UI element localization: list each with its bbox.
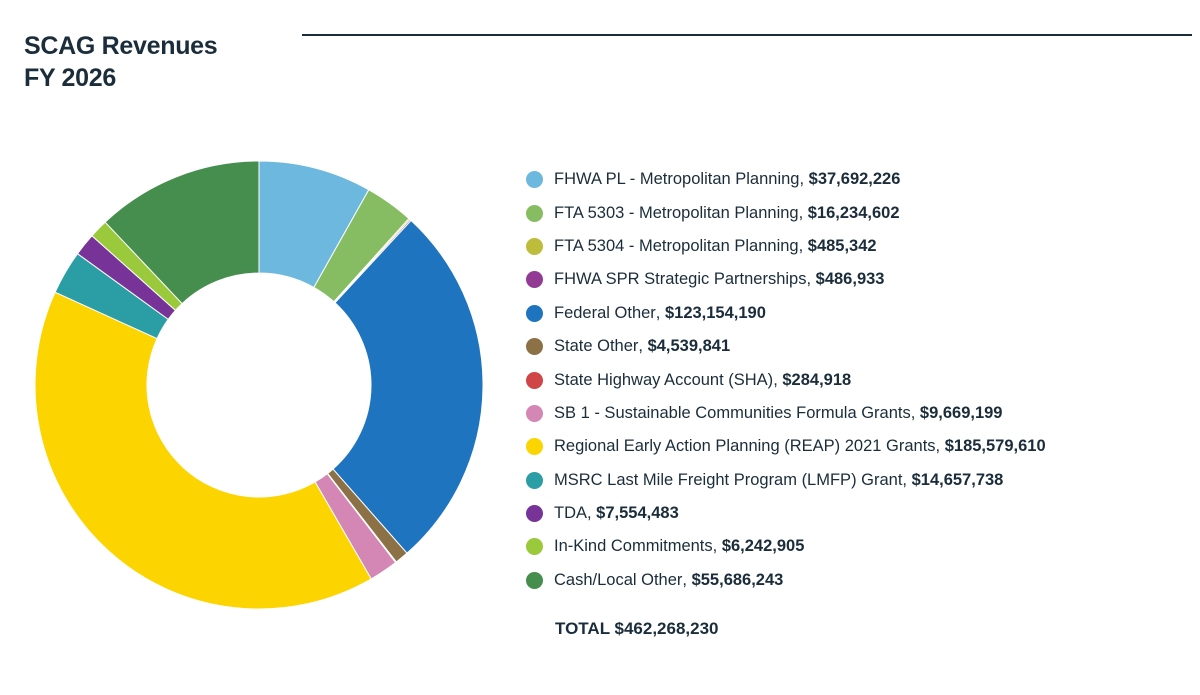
- legend-swatch: [526, 271, 543, 289]
- legend-label: FTA 5304 - Metropolitan Planning: [554, 236, 799, 255]
- legend-value: $14,657,738: [911, 470, 1004, 489]
- chart-title: SCAG Revenues FY 2026: [24, 30, 218, 94]
- legend-item: FTA 5303 - Metropolitan Planning, $16,23…: [526, 196, 1046, 229]
- legend-swatch: [526, 438, 543, 456]
- legend-label: FHWA SPR Strategic Partnerships: [554, 270, 807, 289]
- legend-swatch: [526, 237, 543, 255]
- legend-separator: ,: [798, 236, 808, 255]
- legend-swatch: [526, 371, 543, 389]
- legend-label: SB 1 - Sustainable Communities Formula G…: [554, 403, 911, 422]
- legend-value: $37,692,226: [808, 170, 901, 189]
- legend-value: $55,686,243: [691, 570, 784, 589]
- donut-slice-4: [332, 219, 484, 554]
- legend-value: $185,579,610: [944, 437, 1046, 456]
- legend-item: State Highway Account (SHA), $284,918: [526, 363, 1046, 396]
- legend-separator: ,: [638, 337, 648, 356]
- legend-value: $486,933: [815, 270, 885, 289]
- legend-item: MSRC Last Mile Freight Program (LMFP) Gr…: [526, 464, 1046, 497]
- legend-value: $16,234,602: [807, 203, 900, 222]
- legend-item: Federal Other, $123,154,190: [526, 297, 1046, 330]
- donut-chart: [34, 160, 484, 610]
- legend-item: FHWA PL - Metropolitan Planning, $37,692…: [526, 163, 1046, 196]
- legend-item: Regional Early Action Planning (REAP) 20…: [526, 430, 1046, 463]
- legend-swatch: [526, 538, 543, 556]
- legend-value: $284,918: [782, 370, 852, 389]
- legend-item: State Other, $4,539,841: [526, 330, 1046, 363]
- legend-separator: ,: [799, 170, 809, 189]
- legend-separator: ,: [798, 203, 808, 222]
- legend-item: FHWA SPR Strategic Partnerships, $486,93…: [526, 263, 1046, 296]
- legend-swatch: [526, 304, 543, 322]
- legend-separator: ,: [935, 437, 945, 456]
- legend-item: Cash/Local Other, $55,686,243: [526, 564, 1046, 597]
- legend-separator: ,: [682, 570, 692, 589]
- total-label: TOTAL $462,268,230: [555, 619, 719, 638]
- legend-separator: ,: [773, 370, 783, 389]
- legend-swatch: [526, 505, 543, 523]
- legend-separator: ,: [806, 270, 816, 289]
- legend-separator: ,: [902, 470, 912, 489]
- legend-label: FTA 5303 - Metropolitan Planning: [554, 203, 799, 222]
- legend-value: $7,554,483: [596, 504, 679, 523]
- legend-swatch: [526, 571, 543, 589]
- legend-item: TDA, $7,554,483: [526, 497, 1046, 530]
- legend-item: FTA 5304 - Metropolitan Planning, $485,3…: [526, 230, 1046, 263]
- legend-label: MSRC Last Mile Freight Program (LMFP) Gr…: [554, 470, 903, 489]
- chart-title-line-1: SCAG Revenues: [24, 32, 218, 60]
- legend-value: $6,242,905: [721, 537, 805, 556]
- legend-label: FHWA PL - Metropolitan Planning: [554, 170, 800, 189]
- header-rule: [302, 34, 1192, 36]
- legend-swatch: [526, 404, 543, 422]
- legend-separator: ,: [587, 504, 597, 523]
- legend-separator: ,: [655, 303, 665, 322]
- legend-separator: ,: [712, 537, 722, 556]
- legend-value: $123,154,190: [664, 303, 766, 322]
- legend-value: $4,539,841: [647, 337, 731, 356]
- legend-label: Regional Early Action Planning (REAP) 20…: [554, 437, 936, 456]
- legend-swatch: [526, 338, 543, 356]
- legend-swatch: [526, 171, 543, 189]
- legend-label: State Other: [554, 337, 639, 356]
- legend-label: State Highway Account (SHA): [554, 370, 774, 389]
- legend-label: TDA: [554, 504, 587, 523]
- legend-value: $485,342: [807, 236, 877, 255]
- legend-label: Federal Other: [554, 303, 656, 322]
- legend-swatch: [526, 204, 543, 222]
- legend-label: Cash/Local Other: [554, 570, 683, 589]
- legend-label: In-Kind Commitments: [554, 537, 713, 556]
- legend-value: $9,669,199: [919, 403, 1003, 422]
- legend-separator: ,: [910, 403, 920, 422]
- legend-swatch: [526, 471, 543, 489]
- legend-item: In-Kind Commitments, $6,242,905: [526, 530, 1046, 563]
- donut-slice-12: [104, 160, 260, 305]
- legend-item: SB 1 - Sustainable Communities Formula G…: [526, 397, 1046, 430]
- legend: FHWA PL - Metropolitan Planning, $37,692…: [526, 163, 1046, 597]
- chart-title-line-2: FY 2026: [24, 64, 116, 92]
- donut-slice-8: [34, 291, 372, 610]
